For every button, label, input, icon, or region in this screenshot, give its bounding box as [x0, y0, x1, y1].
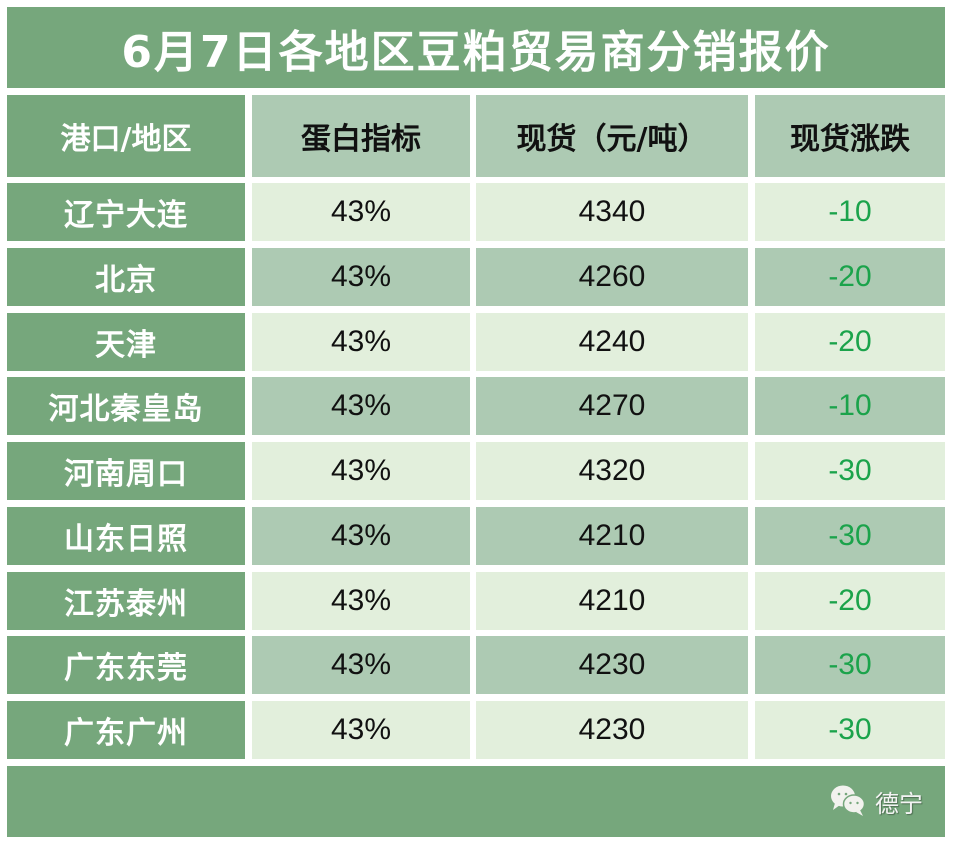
column-header-region: 港口/地区 — [7, 95, 245, 177]
cell-region: 天津 — [7, 313, 245, 371]
cell-change: -20 — [755, 572, 945, 630]
cell-protein: 43% — [252, 313, 470, 371]
cell-protein: 43% — [252, 572, 470, 630]
cell-price: 4210 — [476, 507, 748, 565]
cell-price: 4230 — [476, 636, 748, 694]
cell-region: 北京 — [7, 248, 245, 306]
cell-price: 4240 — [476, 313, 748, 371]
cell-change: -30 — [755, 636, 945, 694]
column-header-change: 现货涨跌 — [755, 95, 945, 177]
cell-region: 广东东莞 — [7, 636, 245, 694]
cell-change: -20 — [755, 248, 945, 306]
cell-region: 广东广州 — [7, 701, 245, 759]
footer-bar: 德宁 — [7, 766, 945, 837]
cell-region: 河南周口 — [7, 442, 245, 500]
cell-price: 4340 — [476, 183, 748, 241]
brand-name: 德宁 — [875, 790, 923, 818]
table-title: 6月7日各地区豆粕贸易商分销报价 — [7, 7, 945, 88]
cell-region: 山东日照 — [7, 507, 245, 565]
cell-region: 河北秦皇岛 — [7, 377, 245, 435]
cell-protein: 43% — [252, 507, 470, 565]
cell-change: -20 — [755, 313, 945, 371]
cell-protein: 43% — [252, 248, 470, 306]
column-header-protein: 蛋白指标 — [252, 95, 470, 177]
cell-price: 4230 — [476, 701, 748, 759]
wechat-icon — [829, 783, 867, 821]
column-header-price: 现货（元/吨） — [476, 95, 748, 177]
cell-change: -30 — [755, 442, 945, 500]
cell-protein: 43% — [252, 377, 470, 435]
cell-protein: 43% — [252, 183, 470, 241]
cell-price: 4270 — [476, 377, 748, 435]
cell-change: -30 — [755, 701, 945, 759]
cell-price: 4320 — [476, 442, 748, 500]
cell-protein: 43% — [252, 442, 470, 500]
cell-region: 辽宁大连 — [7, 183, 245, 241]
cell-price: 4260 — [476, 248, 748, 306]
cell-protein: 43% — [252, 701, 470, 759]
cell-change: -10 — [755, 377, 945, 435]
cell-change: -30 — [755, 507, 945, 565]
cell-change: -10 — [755, 183, 945, 241]
cell-region: 江苏泰州 — [7, 572, 245, 630]
cell-protein: 43% — [252, 636, 470, 694]
cell-price: 4210 — [476, 572, 748, 630]
